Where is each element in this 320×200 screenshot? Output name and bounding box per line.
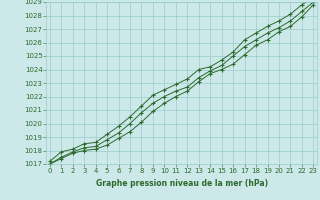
- X-axis label: Graphe pression niveau de la mer (hPa): Graphe pression niveau de la mer (hPa): [96, 179, 268, 188]
